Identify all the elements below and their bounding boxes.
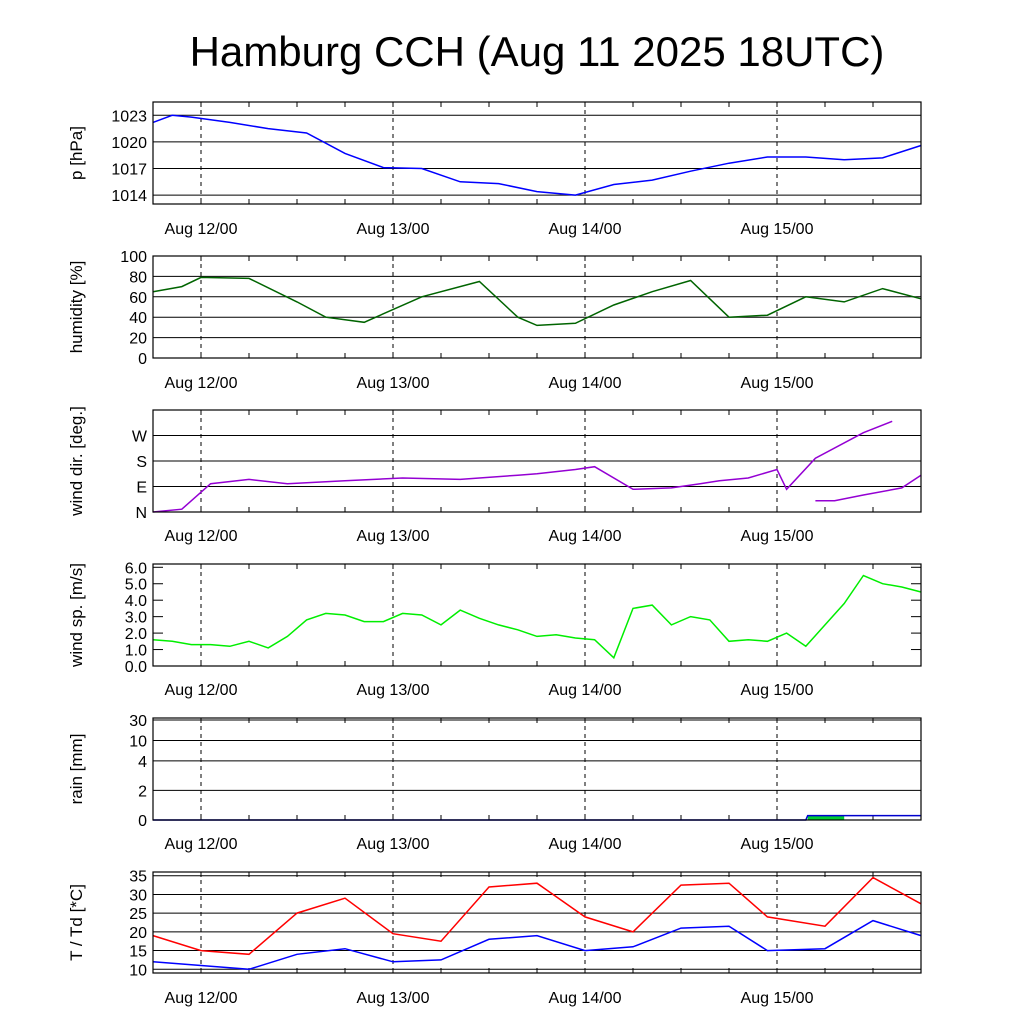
y-axis-label: rain [mm] bbox=[67, 734, 86, 805]
x-tick-label: Aug 14/00 bbox=[549, 375, 622, 392]
x-tick-label: Aug 13/00 bbox=[357, 836, 430, 853]
x-tick-label: Aug 12/00 bbox=[165, 221, 238, 238]
x-tick-label: Aug 12/00 bbox=[165, 836, 238, 853]
y-tick-label: 1017 bbox=[111, 162, 147, 179]
x-tick-label: Aug 13/00 bbox=[357, 682, 430, 699]
y-tick-label: 25 bbox=[129, 906, 147, 923]
y-tick-label: 15 bbox=[129, 944, 147, 961]
y-tick-label: 30 bbox=[129, 887, 147, 904]
y-tick-label: 10 bbox=[129, 733, 147, 750]
x-tick-label: Aug 14/00 bbox=[549, 990, 622, 1007]
y-tick-label: 40 bbox=[129, 310, 147, 327]
y-tick-label: 2.0 bbox=[125, 626, 147, 643]
y-axis-label: p [hPa] bbox=[67, 126, 86, 180]
y-tick-label: 100 bbox=[120, 249, 147, 266]
x-tick-label: Aug 13/00 bbox=[357, 990, 430, 1007]
x-tick-label: Aug 13/00 bbox=[357, 528, 430, 545]
y-tick-label: 1023 bbox=[111, 108, 147, 125]
y-tick-label: 1020 bbox=[111, 135, 147, 152]
panel-rain: 0 2 4 10 30 Aug 12/00 Aug 13/00 Aug 14/00 Aug 15… bbox=[67, 713, 922, 853]
y-tick-label: 0 bbox=[138, 351, 147, 368]
y-axis-label: T / Td [*C] bbox=[67, 884, 86, 961]
panel-frame bbox=[152, 255, 922, 359]
x-tick-label: Aug 15/00 bbox=[741, 836, 814, 853]
y-tick-label: 1.0 bbox=[125, 643, 147, 660]
y-tick-label: 4.0 bbox=[125, 593, 147, 610]
y-tick-label: 80 bbox=[129, 269, 147, 286]
x-tick-label: Aug 14/00 bbox=[549, 528, 622, 545]
series-line-temperature-1 bbox=[152, 919, 922, 971]
x-tick-label: Aug 14/00 bbox=[549, 682, 622, 699]
x-tick-label: Aug 13/00 bbox=[357, 221, 430, 238]
y-tick-label: 0 bbox=[138, 813, 147, 830]
series-line-pressure-0 bbox=[152, 114, 922, 196]
y-tick-label: S bbox=[136, 454, 147, 471]
series-line-temperature-0 bbox=[152, 876, 922, 956]
series-line-wind_dir-0 bbox=[152, 420, 893, 513]
chart-title: Hamburg CCH (Aug 11 2025 18UTC) bbox=[190, 28, 885, 75]
y-tick-label: 4 bbox=[138, 754, 147, 771]
series-line-wind_speed-0 bbox=[152, 574, 922, 660]
y-tick-label: 20 bbox=[129, 925, 147, 942]
y-tick-label: N bbox=[135, 505, 147, 522]
panel-frame bbox=[152, 409, 922, 513]
panel-pressure: 1014 1017 1020 1023 Aug 12/00 Aug 13/00 Aug 14… bbox=[67, 101, 922, 238]
x-tick-label: Aug 14/00 bbox=[549, 836, 622, 853]
panel-humidity: 0 20 40 60 80 100 Aug 12/00 Aug 13/00 Aug 14/00 A… bbox=[67, 249, 922, 392]
x-tick-label: Aug 12/00 bbox=[165, 528, 238, 545]
series-line-wind_dir-1 bbox=[815, 474, 922, 502]
y-tick-label: 0.0 bbox=[125, 659, 147, 676]
y-axis-label: wind dir. [deg.] bbox=[67, 406, 86, 517]
y-tick-label: 35 bbox=[129, 869, 147, 886]
y-tick-label: 5.0 bbox=[125, 577, 147, 594]
y-tick-label: 20 bbox=[129, 331, 147, 348]
x-tick-label: Aug 14/00 bbox=[549, 221, 622, 238]
y-tick-label: 2 bbox=[138, 783, 147, 800]
x-tick-label: Aug 15/00 bbox=[741, 682, 814, 699]
series-line-humidity-0 bbox=[152, 276, 922, 327]
rain-fill bbox=[807, 815, 845, 820]
x-tick-label: Aug 15/00 bbox=[741, 221, 814, 238]
x-tick-label: Aug 12/00 bbox=[165, 682, 238, 699]
y-tick-label: E bbox=[136, 480, 147, 497]
panel-wind_speed: 0.01.02.03.04.05.06.0 Aug 12/00 Aug 13/00 A… bbox=[67, 560, 922, 699]
y-axis-label: wind sp. [m/s] bbox=[67, 563, 86, 668]
panel-frame bbox=[152, 563, 922, 667]
panel-frame bbox=[152, 717, 922, 821]
y-tick-label: 6.0 bbox=[125, 560, 147, 577]
y-tick-label: 1014 bbox=[111, 188, 147, 205]
x-tick-label: Aug 12/00 bbox=[165, 375, 238, 392]
y-tick-label: 30 bbox=[129, 713, 147, 730]
y-tick-label: 10 bbox=[129, 962, 147, 979]
x-tick-label: Aug 12/00 bbox=[165, 990, 238, 1007]
panel-frame bbox=[152, 871, 922, 974]
y-tick-label: 3.0 bbox=[125, 610, 147, 627]
y-tick-label: 60 bbox=[129, 290, 147, 307]
panel-frame bbox=[152, 101, 922, 205]
x-tick-label: Aug 13/00 bbox=[357, 375, 430, 392]
y-tick-label: W bbox=[132, 429, 148, 446]
x-tick-label: Aug 15/00 bbox=[741, 990, 814, 1007]
y-axis-label: humidity [%] bbox=[67, 261, 86, 354]
x-tick-label: Aug 15/00 bbox=[741, 528, 814, 545]
x-tick-label: Aug 15/00 bbox=[741, 375, 814, 392]
